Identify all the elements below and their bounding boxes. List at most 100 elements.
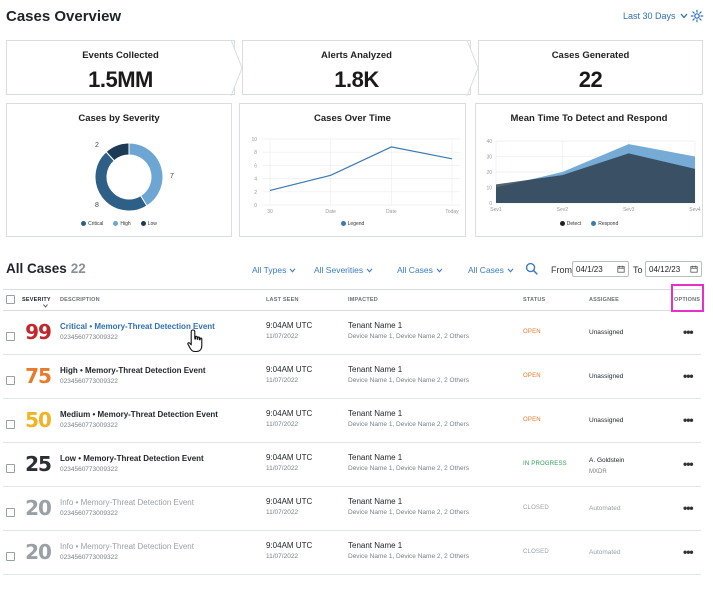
legend-item-respond: Respond [591,221,618,227]
hand-cursor-icon [187,329,203,353]
col-severity[interactable]: SEVERITY [22,297,51,303]
device-list: Device Name 1, Device Name 2, 2 Others [348,333,470,340]
gear-icon[interactable] [690,9,704,23]
row-checkbox[interactable] [6,464,15,473]
to-label: To [633,265,643,275]
chart-legend: Critical High Low [7,221,231,227]
chart-card-mttd: Mean Time To Detect and Respond 0 10 20 30 4… [475,103,703,237]
more-options-button[interactable]: ••• [683,413,694,427]
sort-arrow-icon [43,304,48,308]
options-highlight [671,284,704,312]
row-checkbox[interactable] [6,332,15,341]
select-all-checkbox[interactable] [6,295,15,304]
metric-label: Cases Generated [551,50,630,61]
filter-cases-1[interactable]: All Cases [397,265,443,275]
filter-cases-2[interactable]: All Cases [468,265,514,275]
case-title-link[interactable]: Medium • Memory-Threat Detection Event [60,410,218,419]
search-icon[interactable] [525,262,538,275]
y-tick-label: 8 [254,150,257,156]
assignee-name: Unassigned [589,329,624,336]
col-status[interactable]: STATUS [523,297,546,303]
device-list: Device Name 1, Device Name 2, 2 Others [348,421,470,428]
last-seen-time: 9:04AM UTC [266,365,313,374]
table-row[interactable]: 75 High • Memory-Threat Detection Event 02… [3,355,701,399]
assignee-name: Unassigned [589,417,624,424]
table-row[interactable]: 20 Info • Memory-Threat Detection Event 02… [3,487,701,531]
row-checkbox[interactable] [6,508,15,517]
line-chart: 0 2 4 6 8 10 30 Date Date Today [251,137,460,215]
case-title-link[interactable]: Critical • Memory-Threat Detection Event [60,322,215,331]
case-title-link[interactable]: Info • Memory-Threat Detection Event [60,542,194,551]
more-options-button[interactable]: ••• [683,501,694,515]
metric-value: 1.5MM [88,67,153,92]
x-tick-label: Sev4 [689,207,701,213]
case-title-link[interactable]: Low • Memory-Threat Detection Event [60,454,204,463]
chevron-down-icon [507,267,514,273]
x-tick-label: Sev1 [490,207,502,213]
case-title-link[interactable]: High • Memory-Threat Detection Event [60,366,206,375]
last-seen-time: 9:04AM UTC [266,321,313,330]
y-tick-label: 2 [254,190,257,196]
legend-item-low: Low [140,221,157,227]
y-tick-label: 0 [489,201,492,207]
tenant-name: Tenant Name 1 [348,321,403,330]
x-tick-label: Date [325,209,336,215]
calendar-icon [617,265,625,273]
table-header: SEVERITY DESCRIPTION LAST SEEN IMPACTED … [3,289,701,311]
status-badge: OPEN [523,373,541,379]
slice-label-high: 7 [170,173,174,180]
to-date-input[interactable]: 04/12/23 [645,261,702,277]
chart-title: Mean Time To Detect and Respond [510,113,668,124]
chart-card-severity: Cases by Severity 2 7 8 Critical High Low [6,103,232,237]
donut-slice-critical [94,151,148,212]
col-description[interactable]: DESCRIPTION [60,297,100,303]
date-range-label: Last 30 Days [623,11,676,21]
status-badge: OPEN [523,417,541,423]
x-tick-label: Sev2 [557,207,569,213]
row-checkbox[interactable] [6,376,15,385]
table-row[interactable]: 20 Info • Memory-Threat Detection Event 02… [3,531,701,575]
status-badge: CLOSED [523,549,549,555]
severity-score: 50 [25,408,52,432]
assignee-name: Automated [589,549,621,556]
chart-title: Cases by Severity [78,113,160,124]
x-tick-label: Sev3 [623,207,635,213]
device-list: Device Name 1, Device Name 2, 2 Others [348,509,470,516]
table-row[interactable]: 50 Medium • Memory-Threat Detection Event… [3,399,701,443]
from-date-input[interactable]: 04/1/23 [572,261,629,277]
more-options-button[interactable]: ••• [683,457,694,471]
legend-item-detect: Detect [559,221,581,227]
chevron-down-icon [680,13,688,19]
y-tick-label: 4 [254,177,257,183]
table-row[interactable]: 99 Critical • Memory-Threat Detection Eve… [3,311,701,355]
area-chart: 0 10 20 30 40 Sev1 Sev2 Sev3 Sev4 [486,139,701,213]
last-seen-time: 9:04AM UTC [266,453,313,462]
case-id: 0234560773009322 [60,510,118,517]
y-tick-label: 6 [254,163,257,169]
tenant-name: Tenant Name 1 [348,541,403,550]
row-checkbox[interactable] [6,552,15,561]
row-checkbox[interactable] [6,420,15,429]
last-seen-time: 9:04AM UTC [266,497,313,506]
date-range-select[interactable]: Last 30 Days [623,11,688,21]
col-impacted[interactable]: IMPACTED [348,297,378,303]
col-assignee[interactable]: ASSIGNEE [589,297,620,303]
filter-types[interactable]: All Types [252,265,296,275]
col-last-seen[interactable]: LAST SEEN [266,297,299,303]
case-title-link[interactable]: Info • Memory-Threat Detection Event [60,498,194,507]
status-badge: CLOSED [523,505,549,511]
more-options-button[interactable]: ••• [683,325,694,339]
filter-severities[interactable]: All Severities [314,265,373,275]
chevron-down-icon [366,267,373,273]
last-seen-time: 9:04AM UTC [266,409,313,418]
more-options-button[interactable]: ••• [683,545,694,559]
col-options[interactable]: OPTIONS [674,297,700,303]
more-options-button[interactable]: ••• [683,369,694,383]
device-list: Device Name 1, Device Name 2, 2 Others [348,377,470,384]
table-row[interactable]: 25 Low • Memory-Threat Detection Event 023… [3,443,701,487]
page-title: Cases Overview [6,8,122,25]
from-label: From [551,265,572,275]
slice-label-low: 2 [95,142,99,149]
severity-score: 20 [25,496,52,520]
case-id: 0234560773009322 [60,422,118,429]
